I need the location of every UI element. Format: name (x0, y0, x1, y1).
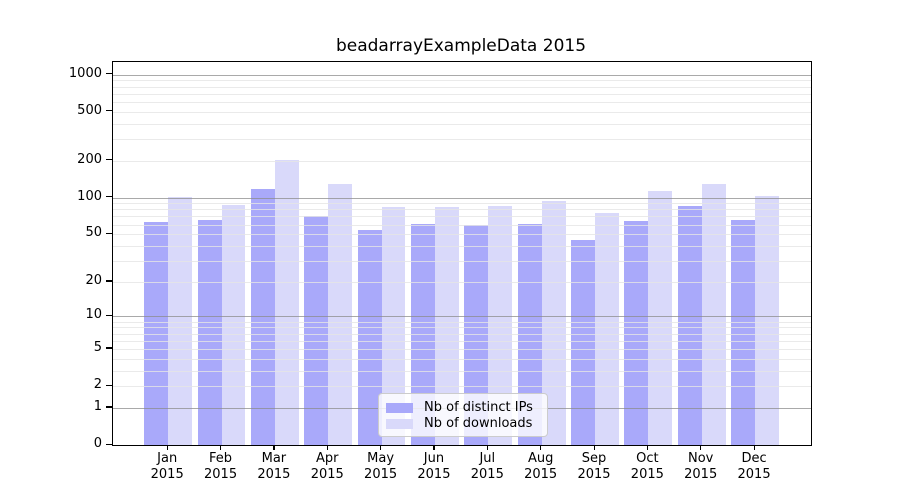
x-tick-sep (593, 445, 595, 450)
y-tick-100 (106, 196, 112, 198)
y-tick-2 (106, 384, 112, 386)
y-tick-200 (106, 159, 112, 161)
y-tick-label-10: 10 (85, 307, 102, 323)
x-tick-jun (433, 445, 435, 450)
x-tick-label-may: May 2015 (364, 451, 398, 482)
y-tick-label-200: 200 (77, 151, 102, 167)
plot-area: Nb of distinct IPs Nb of downloads (112, 61, 812, 446)
bar-distinct-ips-apr (304, 216, 329, 445)
x-tick-feb (220, 445, 222, 450)
x-tick-label-jun: Jun 2015 (417, 451, 451, 482)
x-tick-label-jul: Jul 2015 (470, 451, 504, 482)
bar-distinct-ips-oct (624, 221, 649, 445)
y-tick-label-1000: 1000 (68, 65, 102, 81)
y-tick-label-1: 1 (93, 398, 102, 414)
y-tick-label-50: 50 (85, 225, 102, 241)
x-tick-oct (646, 445, 649, 450)
bar-downloads-mar (274, 159, 299, 445)
y-tick-5 (106, 347, 112, 349)
y-tick-20 (106, 280, 112, 282)
bar-downloads-sep (595, 212, 619, 445)
bar-downloads-may (381, 206, 406, 445)
legend-swatch-downloads (386, 418, 413, 429)
legend-item-downloads: Nb of downloads (386, 416, 539, 431)
y-tick-label-20: 20 (85, 272, 102, 288)
bar-downloads-nov (701, 183, 726, 445)
bar-distinct-ips-jan (144, 222, 169, 445)
legend-swatch-distinct-ips (386, 402, 413, 413)
y-tick-500 (106, 110, 112, 112)
bar-downloads-aug (541, 201, 566, 445)
legend-label: Nb of distinct IPs (424, 400, 533, 415)
y-tick-10 (106, 314, 112, 317)
legend-label: Nb of downloads (424, 416, 533, 431)
bar-distinct-ips-sep (571, 239, 595, 445)
bars-layer (113, 62, 811, 445)
legend-item-distinct-ips: Nb of distinct IPs (386, 400, 539, 415)
x-tick-dec (753, 445, 755, 450)
y-tick-label-100: 100 (77, 188, 102, 204)
x-tick-jul (486, 445, 489, 450)
bar-distinct-ips-dec (731, 219, 756, 445)
bar-downloads-jun (434, 206, 459, 445)
chart-title: beadarrayExampleData 2015 (335, 36, 587, 56)
x-tick-label-jan: Jan 2015 (150, 451, 184, 482)
y-tick-50 (106, 232, 112, 234)
bar-distinct-ips-may (357, 230, 382, 445)
x-tick-mar (273, 445, 275, 450)
x-tick-label-mar: Mar 2015 (257, 451, 291, 482)
x-tick-label-feb: Feb 2015 (204, 451, 238, 482)
bar-downloads-feb (221, 204, 246, 445)
bar-distinct-ips-mar (251, 188, 275, 445)
y-tick-label-0: 0 (93, 436, 102, 451)
x-tick-aug (540, 445, 542, 450)
bar-distinct-ips-feb (197, 219, 222, 445)
y-tick-1 (106, 406, 112, 408)
x-tick-may (380, 445, 382, 450)
bar-distinct-ips-nov (677, 205, 702, 445)
bar-downloads-jan (168, 197, 193, 445)
y-tick-1000 (106, 73, 112, 75)
y-tick-label-5: 5 (93, 339, 102, 355)
y-tick-label-2: 2 (93, 377, 102, 393)
x-tick-jan (166, 445, 168, 450)
x-tick-label-aug: Aug 2015 (524, 451, 558, 482)
y-tick-label-500: 500 (77, 102, 102, 118)
bar-downloads-dec (755, 196, 779, 445)
x-tick-label-sep: Sep 2015 (577, 451, 611, 482)
bar-downloads-apr (328, 184, 353, 445)
x-tick-apr (326, 445, 329, 450)
bar-distinct-ips-jul (464, 224, 489, 445)
y-tick-0 (106, 443, 112, 445)
legend: Nb of distinct IPs Nb of downloads (378, 393, 548, 437)
bar-downloads-jul (488, 206, 513, 445)
x-tick-nov (700, 445, 702, 450)
x-tick-label-nov: Nov 2015 (684, 451, 718, 482)
x-tick-label-oct: Oct 2015 (630, 451, 664, 482)
x-tick-label-dec: Dec 2015 (737, 451, 771, 482)
x-tick-label-apr: Apr 2015 (310, 451, 344, 482)
bar-downloads-oct (648, 191, 673, 445)
